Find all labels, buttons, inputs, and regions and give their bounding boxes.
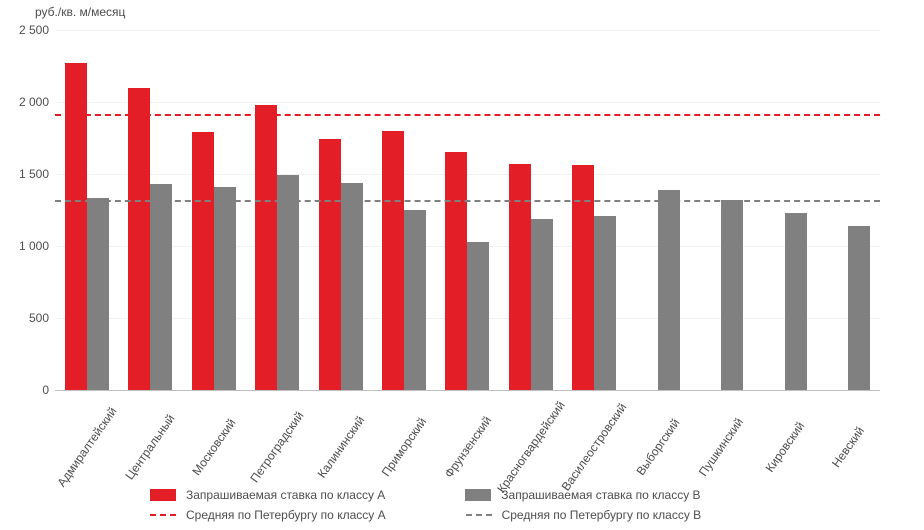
bar-group: [436, 30, 499, 390]
bar-class-a: [192, 132, 214, 390]
bar-group: [309, 30, 372, 390]
avg-line-class-b: [55, 200, 880, 202]
legend-label: Запрашиваемая ставка по классу A: [186, 488, 385, 502]
legend-row: Запрашиваемая ставка по классу A Запраши…: [150, 488, 830, 502]
bar-group: [817, 30, 880, 390]
y-tick-label: 500: [29, 311, 55, 325]
x-tick-label: Калининский: [314, 414, 367, 481]
bar-group: [118, 30, 181, 390]
bar-group: [499, 30, 562, 390]
bar-class-a: [319, 139, 341, 390]
bar-group: [690, 30, 753, 390]
x-tick-label: Кировский: [762, 419, 807, 474]
bar-chart: руб./кв. м/месяц 05001 0001 5002 0002 50…: [0, 0, 924, 530]
bar-class-a: [509, 164, 531, 390]
bar-class-b: [785, 213, 807, 390]
bar-class-b: [341, 183, 363, 390]
legend-swatch-avg-b: [466, 514, 492, 516]
bar-class-b: [721, 200, 743, 390]
legend-label: Средняя по Петербургу по классу А: [186, 508, 386, 522]
x-tick-label: Невский: [829, 424, 867, 470]
y-tick-label: 1 000: [19, 239, 55, 253]
x-tick-label: Московский: [189, 416, 238, 478]
x-tick-label: Выборгский: [633, 416, 682, 478]
avg-line-class-a: [55, 114, 880, 116]
bar-group: [245, 30, 308, 390]
y-tick-label: 2 500: [19, 23, 55, 37]
x-tick-label: Василеостровский: [559, 401, 630, 494]
plot-area: 05001 0001 5002 0002 500АдмиралтейскийЦе…: [55, 30, 880, 391]
legend-label: Запрашиваемая ставка по классу В: [501, 488, 700, 502]
bar-class-b: [467, 242, 489, 390]
legend-item-avg-b: Средняя по Петербургу по классу В: [466, 508, 702, 522]
bar-class-b: [150, 184, 172, 390]
x-tick-label: Адмиралтейский: [54, 405, 119, 490]
bar-class-b: [214, 187, 236, 390]
bar-class-b: [87, 198, 109, 390]
legend-item-class-b: Запрашиваемая ставка по классу В: [465, 488, 700, 502]
bar-group: [626, 30, 689, 390]
bar-class-b: [277, 175, 299, 390]
bar-group: [753, 30, 816, 390]
bar-group: [55, 30, 118, 390]
bar-class-b: [594, 216, 616, 390]
y-tick-label: 1 500: [19, 167, 55, 181]
legend-row: Средняя по Петербургу по классу А Средня…: [150, 508, 830, 522]
bar-group: [182, 30, 245, 390]
bar-class-a: [382, 131, 404, 390]
y-tick-label: 2 000: [19, 95, 55, 109]
x-tick-label: Центральный: [123, 412, 178, 482]
legend-swatch-class-b: [465, 489, 491, 501]
y-axis-title: руб./кв. м/месяц: [35, 5, 125, 19]
bar-class-b: [531, 219, 553, 390]
bar-class-a: [255, 105, 277, 390]
legend-swatch-avg-a: [150, 514, 176, 516]
bar-group: [372, 30, 435, 390]
legend-label: Средняя по Петербургу по классу В: [502, 508, 702, 522]
x-tick-label: Петроградский: [248, 409, 307, 485]
legend-swatch-class-a: [150, 489, 176, 501]
legend: Запрашиваемая ставка по классу A Запраши…: [150, 482, 830, 522]
bar-class-b: [404, 210, 426, 390]
legend-item-avg-a: Средняя по Петербургу по классу А: [150, 508, 386, 522]
x-tick-label: Красногвардейский: [494, 399, 568, 496]
bar-class-a: [128, 88, 150, 390]
y-tick-label: 0: [42, 383, 55, 397]
bar-class-b: [658, 190, 680, 390]
bar-class-b: [848, 226, 870, 390]
x-tick-label: Приморский: [379, 415, 430, 479]
bar-group: [563, 30, 626, 390]
x-tick-label: Фрунзенский: [441, 414, 494, 481]
bar-class-a: [65, 63, 87, 390]
bar-class-a: [445, 152, 467, 390]
legend-item-class-a: Запрашиваемая ставка по классу A: [150, 488, 385, 502]
x-tick-label: Пушкинский: [696, 415, 746, 478]
